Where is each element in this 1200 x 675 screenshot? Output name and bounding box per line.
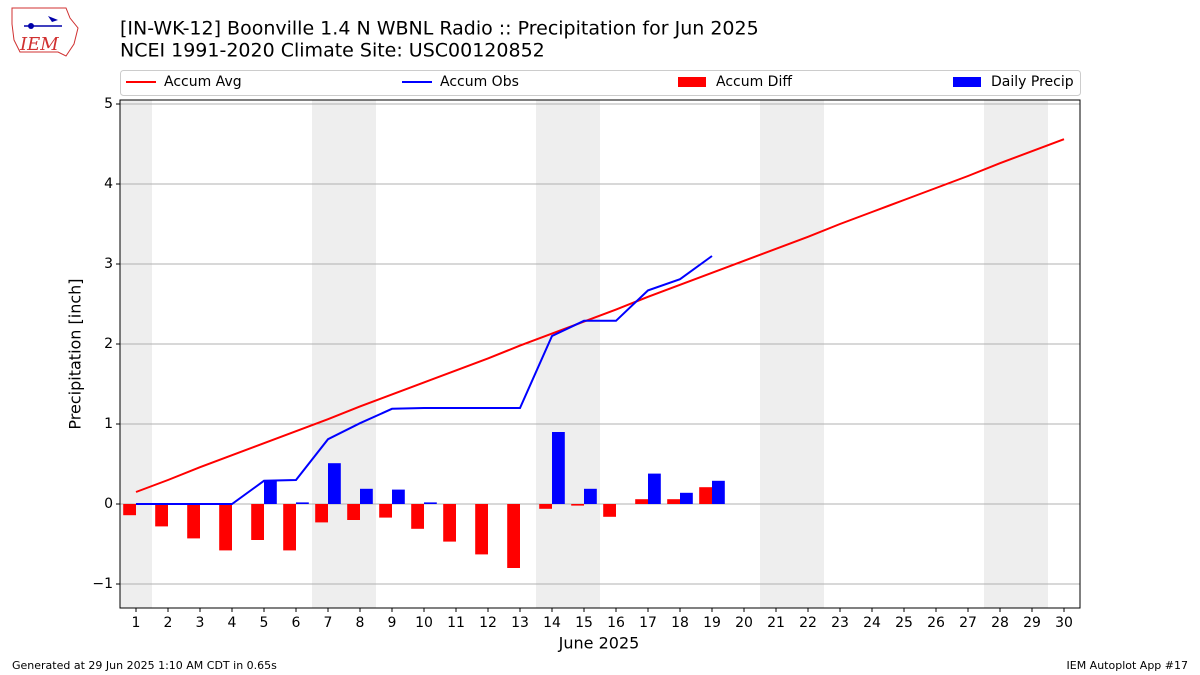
footer-left: Generated at 29 Jun 2025 1:10 AM CDT in … (12, 659, 277, 672)
y-tick-label: 3 (104, 256, 113, 272)
legend-label: Accum Avg (164, 74, 242, 90)
x-tick-label: 20 (735, 615, 753, 631)
bar (712, 480, 725, 504)
legend-box (120, 70, 1081, 96)
bar (571, 504, 584, 506)
x-tick-label: 28 (991, 615, 1009, 631)
x-tick-label: 30 (1055, 615, 1073, 631)
bar (424, 502, 437, 504)
bar (603, 504, 616, 517)
bar (328, 463, 341, 504)
bar (123, 504, 136, 516)
chart-subtitle: NCEI 1991-2020 Climate Site: USC00120852 (120, 40, 545, 62)
y-tick-label: −1 (92, 576, 113, 592)
y-tick-label: 2 (104, 336, 113, 352)
y-tick-label: 0 (104, 496, 113, 512)
x-axis-label: June 2025 (558, 634, 640, 653)
logo-dot (28, 23, 34, 29)
x-tick-label: 15 (575, 615, 593, 631)
x-tick-label: 24 (863, 615, 881, 631)
bar (264, 480, 277, 504)
x-tick-label: 25 (895, 615, 913, 631)
x-tick-label: 3 (196, 615, 205, 631)
weekend-shade (120, 100, 152, 608)
bar (155, 504, 168, 527)
bar (648, 473, 661, 504)
weekend-shade (312, 100, 344, 608)
x-tick-label: 2 (164, 615, 173, 631)
footer-right: IEM Autoplot App #17 (1067, 659, 1189, 672)
logo: IEM (11, 7, 79, 57)
weekend-shade (760, 100, 792, 608)
bar (379, 504, 392, 518)
bar (475, 504, 488, 555)
bar (680, 492, 693, 504)
bar (296, 502, 309, 504)
legend-label: Accum Obs (440, 74, 519, 90)
x-tick-label: 8 (356, 615, 365, 631)
x-tick-label: 26 (927, 615, 945, 631)
x-tick-label: 1 (132, 615, 141, 631)
x-tick-label: 4 (228, 615, 237, 631)
x-tick-label: 16 (607, 615, 625, 631)
x-tick-label: 29 (1023, 615, 1041, 631)
x-tick-label: 6 (292, 615, 301, 631)
bar (539, 504, 552, 509)
line (135, 138, 1065, 493)
bar (347, 504, 360, 520)
weekend-shade (792, 100, 824, 608)
bar (392, 489, 405, 504)
bar (443, 504, 456, 542)
bar (552, 432, 565, 504)
bar (584, 488, 597, 504)
bar (667, 499, 680, 504)
logo-shape (48, 16, 58, 22)
weekend-shade (536, 100, 568, 608)
x-tick-label: 5 (260, 615, 269, 631)
bar (635, 499, 648, 504)
legend-swatch (953, 77, 981, 87)
weekend-shade (1016, 100, 1048, 608)
x-tick-label: 14 (543, 615, 561, 631)
bar (251, 504, 264, 540)
bar (360, 488, 373, 504)
x-tick-label: 12 (479, 615, 497, 631)
x-tick-label: 13 (511, 615, 529, 631)
x-tick-label: 11 (447, 615, 465, 631)
x-tick-label: 23 (831, 615, 849, 631)
line (136, 255, 713, 505)
logo-outline (11, 7, 79, 57)
bar (411, 504, 424, 529)
chart-title: [IN-WK-12] Boonville 1.4 N WBNL Radio ::… (120, 18, 759, 40)
x-tick-label: 9 (388, 615, 397, 631)
logo-text: IEM (19, 34, 59, 55)
weekend-shade (344, 100, 376, 608)
bar (699, 487, 712, 504)
legend-label: Accum Diff (716, 74, 792, 90)
legend-swatch (678, 77, 706, 87)
y-tick-label: 4 (104, 176, 113, 192)
weekend-shade (984, 100, 1016, 608)
bar (507, 504, 520, 568)
x-tick-label: 27 (959, 615, 977, 631)
y-axis-label: Precipitation [inch] (66, 278, 85, 429)
x-tick-label: 19 (703, 615, 721, 631)
y-tick-label: 5 (104, 96, 113, 112)
x-tick-label: 7 (324, 615, 333, 631)
x-tick-label: 10 (415, 615, 433, 631)
x-tick-label: 22 (799, 615, 817, 631)
legend-label: Daily Precip (991, 74, 1074, 90)
plot-frame (119, 99, 1081, 609)
weekend-shade (568, 100, 600, 608)
x-tick-label: 21 (767, 615, 785, 631)
x-tick-label: 18 (671, 615, 689, 631)
bar (315, 504, 328, 523)
bar (283, 504, 296, 551)
x-tick-label: 17 (639, 615, 657, 631)
bar (187, 504, 200, 539)
bar (219, 504, 232, 551)
y-tick-label: 1 (104, 416, 113, 432)
